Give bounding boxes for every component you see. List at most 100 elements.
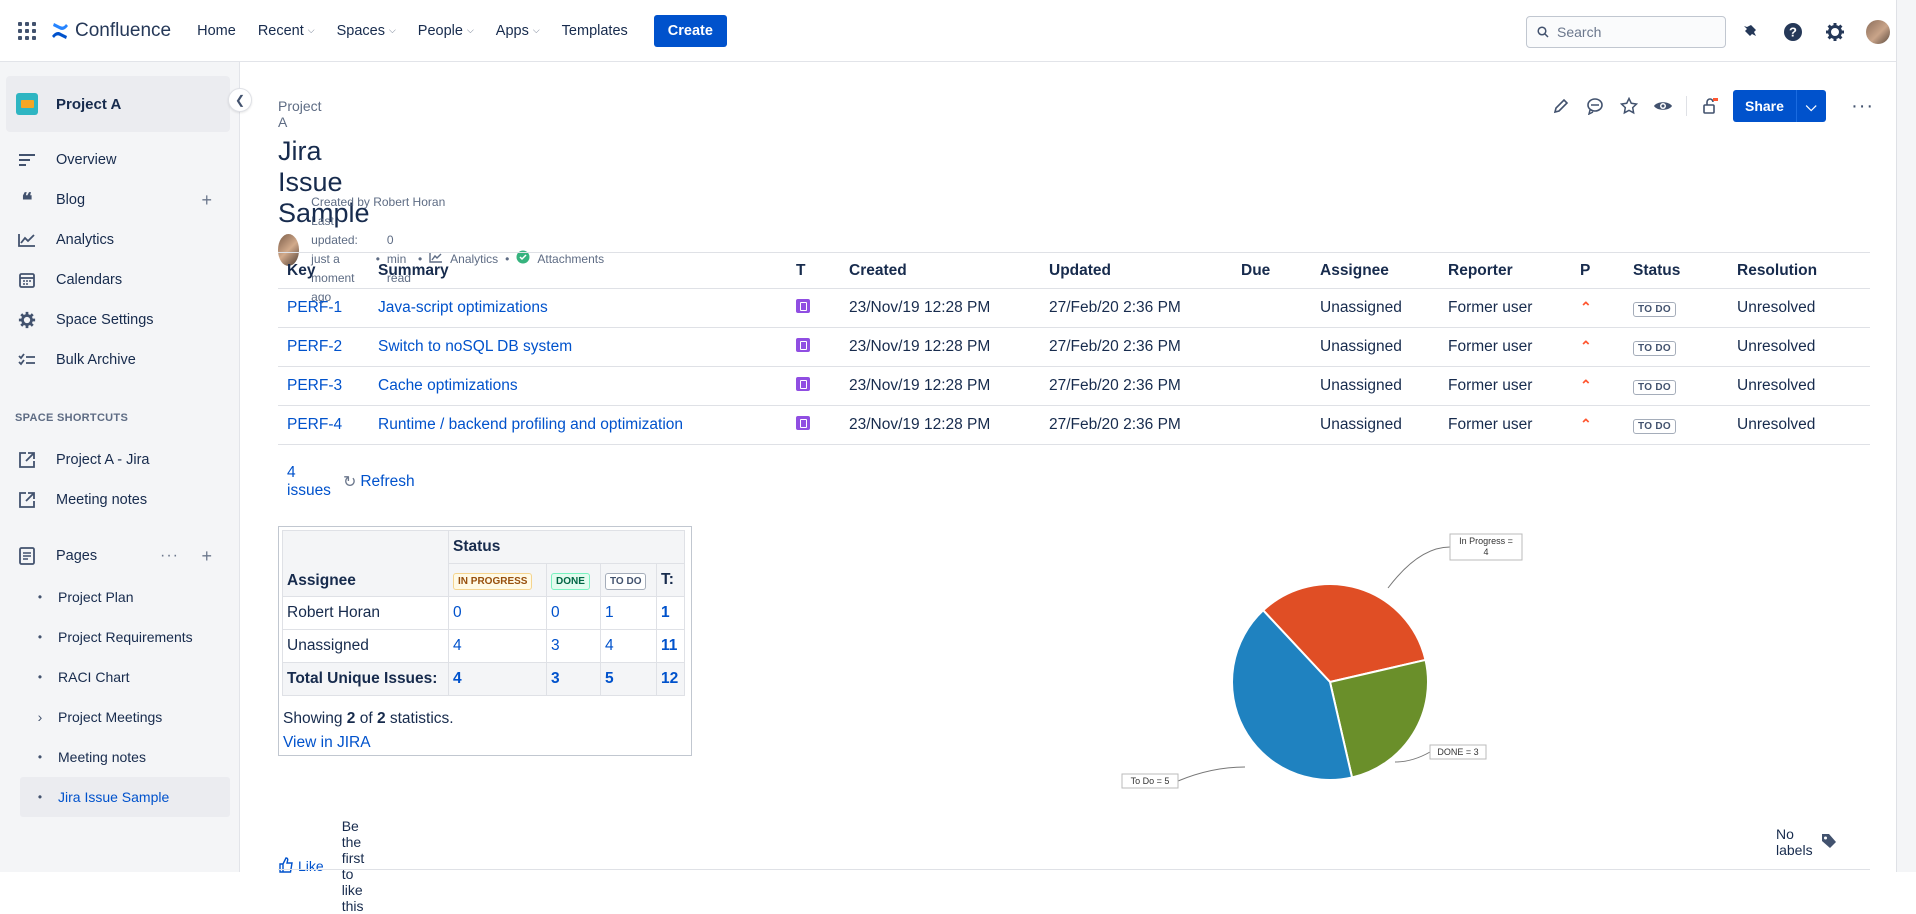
- collapse-sidebar-button[interactable]: ❮: [228, 88, 252, 112]
- search-input[interactable]: Search: [1526, 16, 1726, 48]
- column-header[interactable]: Summary: [369, 252, 787, 289]
- page-tree-item[interactable]: • Project Plan: [0, 577, 240, 617]
- table-row: Total Unique Issues: 4 3 5 12: [282, 662, 685, 696]
- issue-count-link[interactable]: 4 issues: [287, 464, 331, 499]
- sidebar-item-space-settings[interactable]: Space Settings: [0, 300, 240, 340]
- star-icon[interactable]: [1618, 95, 1640, 117]
- add-blog-icon[interactable]: +: [201, 189, 212, 210]
- issue-summary-link[interactable]: Runtime / backend profiling and optimiza…: [378, 416, 684, 433]
- shortcut-project-a-jira[interactable]: Project A - Jira: [0, 440, 240, 480]
- more-actions-icon[interactable]: ···: [1851, 94, 1875, 117]
- refresh-button[interactable]: ↻ Refresh: [343, 472, 415, 492]
- column-header[interactable]: Created: [840, 252, 1040, 289]
- column-header[interactable]: Reporter: [1439, 252, 1571, 289]
- column-header[interactable]: T: [787, 252, 840, 289]
- column-header[interactable]: Due: [1232, 252, 1311, 289]
- count-link[interactable]: 4: [605, 637, 614, 654]
- count-link[interactable]: 1: [605, 604, 614, 621]
- count-link[interactable]: 0: [453, 604, 462, 621]
- comment-icon[interactable]: [1584, 95, 1606, 117]
- chevron-right-icon[interactable]: ›: [37, 709, 43, 725]
- notifications-icon[interactable]: [1740, 21, 1762, 43]
- sidebar-item-overview[interactable]: Overview: [0, 140, 240, 180]
- column-header[interactable]: Resolution: [1728, 252, 1870, 289]
- page-tree-item-active[interactable]: • Jira Issue Sample: [20, 777, 230, 817]
- sidebar-item-bulk-archive[interactable]: Bulk Archive: [0, 340, 240, 380]
- nav-spaces[interactable]: Spaces ⌵: [337, 23, 396, 39]
- nav-people[interactable]: People ⌵: [418, 23, 474, 39]
- bullet-icon: •: [37, 630, 43, 644]
- thumbs-up-icon: [278, 856, 294, 876]
- space-name: Project A: [56, 95, 122, 113]
- count-link[interactable]: 4: [453, 637, 462, 654]
- bullet-icon: •: [37, 790, 43, 804]
- issue-key-link[interactable]: PERF-4: [287, 416, 343, 433]
- created-by[interactable]: Created by Robert Horan: [311, 195, 446, 209]
- priority-highest-icon: ⌃: [1580, 416, 1592, 432]
- create-button[interactable]: Create: [653, 14, 727, 47]
- page-tree-item[interactable]: • Project Requirements: [0, 617, 240, 657]
- pie-label-box: [1449, 533, 1523, 561]
- sidebar-item-calendars[interactable]: Calendars: [0, 260, 240, 300]
- column-header[interactable]: Assignee: [1311, 252, 1439, 289]
- more-icon[interactable]: ···: [160, 547, 179, 564]
- share-button[interactable]: Share ⌵: [1733, 90, 1826, 122]
- pie-slice-label: DONE = 3: [1437, 747, 1478, 757]
- resolution-cell: Unresolved: [1728, 288, 1870, 328]
- user-avatar[interactable]: [1866, 20, 1890, 44]
- confluence-logo[interactable]: Confluence: [50, 20, 171, 42]
- count-link[interactable]: 0: [551, 604, 560, 621]
- assignee-header: Assignee: [282, 530, 449, 597]
- watch-eye-icon[interactable]: [1652, 95, 1674, 117]
- issue-summary-link[interactable]: Java-script optimizations: [378, 299, 548, 316]
- count-link[interactable]: 3: [551, 637, 560, 654]
- issue-key-link[interactable]: PERF-3: [287, 377, 343, 394]
- edit-pencil-icon[interactable]: [1550, 95, 1572, 117]
- sidebar-item-analytics[interactable]: Analytics: [0, 220, 240, 260]
- sidebar-pages[interactable]: Pages ··· +: [0, 536, 240, 576]
- todo-column-header: TO DO: [605, 572, 647, 590]
- nav-recent[interactable]: Recent ⌵: [258, 23, 315, 39]
- space-header[interactable]: Project A: [6, 76, 230, 132]
- bullet-icon: •: [37, 670, 43, 684]
- view-in-jira-link[interactable]: View in JIRA: [283, 734, 371, 751]
- gear-icon: [16, 311, 38, 329]
- restrictions-unlock-icon[interactable]: [1699, 95, 1721, 117]
- count-link[interactable]: 4: [453, 670, 462, 687]
- column-header[interactable]: P: [1571, 252, 1624, 289]
- column-header[interactable]: Key: [278, 252, 369, 289]
- count-link[interactable]: 5: [605, 670, 614, 687]
- label-tag-icon[interactable]: [1821, 833, 1837, 852]
- pie-slice[interactable]: [1328, 658, 1429, 779]
- sidebar-item-label: Calendars: [56, 272, 123, 288]
- issue-key-link[interactable]: PERF-1: [287, 299, 343, 316]
- page-tree-item[interactable]: › Project Meetings: [0, 697, 240, 737]
- column-header[interactable]: Status: [1624, 252, 1728, 289]
- nav-home[interactable]: Home: [197, 23, 236, 39]
- issue-summary-link[interactable]: Switch to noSQL DB system: [378, 338, 573, 355]
- like-button[interactable]: Like: [278, 856, 324, 876]
- pie-slice[interactable]: [1231, 608, 1354, 781]
- nav-recent-label: Recent: [257, 22, 304, 39]
- nav-apps[interactable]: Apps ⌵: [496, 23, 540, 39]
- shortcut-meeting-notes[interactable]: Meeting notes: [0, 480, 240, 520]
- count-link[interactable]: 3: [551, 670, 560, 687]
- issue-summary-link[interactable]: Cache optimizations: [378, 377, 518, 394]
- nav-templates[interactable]: Templates: [562, 23, 628, 39]
- app-switcher-icon[interactable]: [18, 21, 36, 40]
- add-page-icon[interactable]: +: [201, 545, 212, 566]
- sidebar-item-blog[interactable]: ❝ Blog +: [0, 180, 240, 220]
- issue-key-link[interactable]: PERF-2: [287, 338, 343, 355]
- breadcrumb[interactable]: Project A: [278, 98, 322, 130]
- column-header[interactable]: Updated: [1040, 252, 1232, 289]
- settings-gear-icon[interactable]: [1824, 21, 1846, 43]
- count-link[interactable]: 11: [661, 637, 678, 654]
- count-link[interactable]: 1: [661, 604, 670, 621]
- page-tree-item[interactable]: • Meeting notes: [0, 737, 240, 777]
- chevron-down-icon[interactable]: ⌵: [1795, 90, 1826, 122]
- scrollbar[interactable]: [1896, 0, 1916, 872]
- count-link[interactable]: 12: [661, 670, 679, 687]
- page-tree-item[interactable]: • RACI Chart: [0, 657, 240, 697]
- pie-slice[interactable]: [1261, 583, 1427, 684]
- help-icon[interactable]: ?: [1782, 21, 1804, 43]
